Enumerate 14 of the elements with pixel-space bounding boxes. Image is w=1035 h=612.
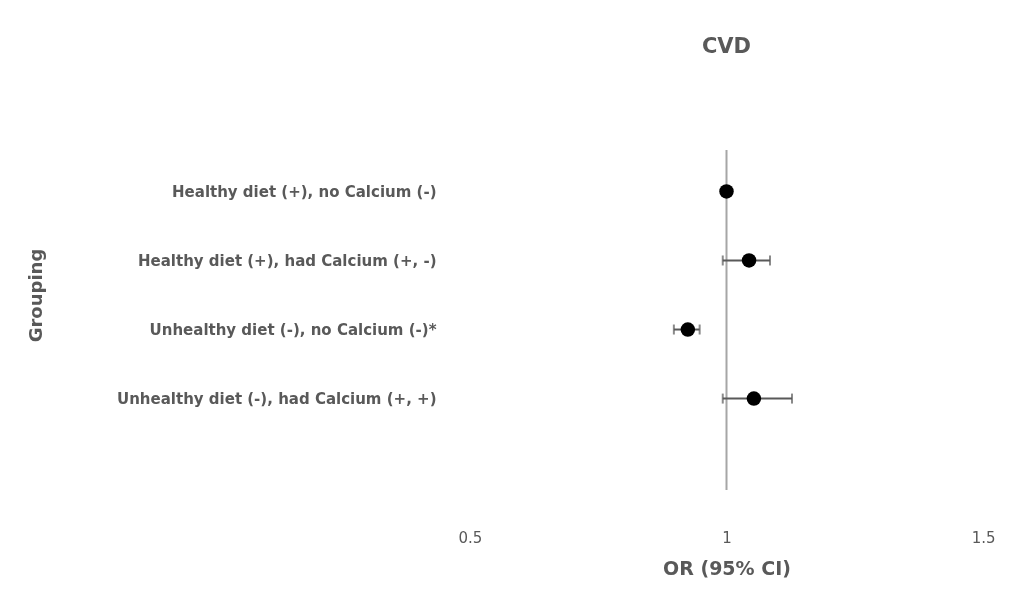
chart-title: CVD <box>701 34 752 58</box>
x-tick-label: 1 <box>722 528 732 547</box>
point <box>719 184 734 199</box>
y-tick-label: Unhealthy diet (-), had Calcium (+, +) <box>117 390 437 409</box>
y-tick-label: Unhealthy diet (-), no Calcium (-)* <box>149 321 437 340</box>
x-tick-label: 0.5 <box>458 528 483 547</box>
y-tick-label: Healthy diet (+), no Calcium (-) <box>172 182 437 201</box>
y-axis-title: Grouping <box>24 248 46 343</box>
point <box>746 391 762 406</box>
x-tick-label: 1.5 <box>971 528 996 547</box>
x-axis-title: OR (95% CI) <box>663 556 791 579</box>
y-tick-label: Healthy diet (+), had Calcium (+, -) <box>137 251 437 270</box>
point <box>680 322 696 337</box>
point <box>741 253 757 268</box>
